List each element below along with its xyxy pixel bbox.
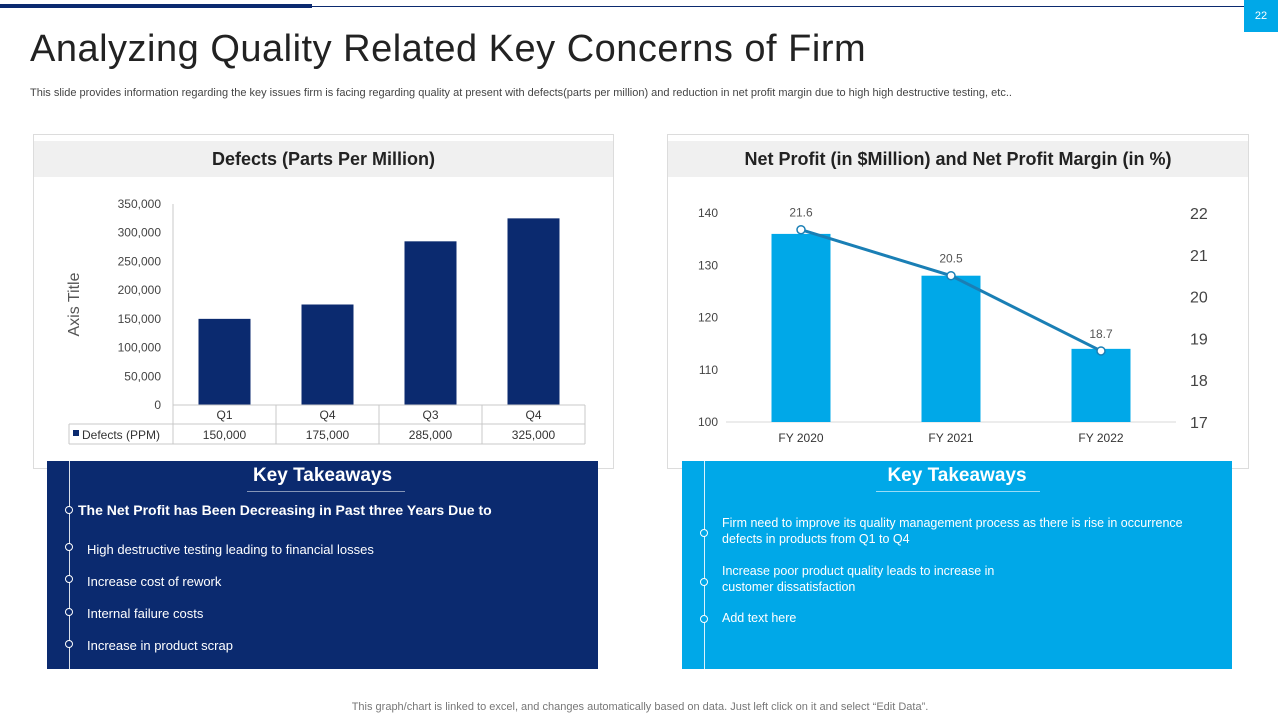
margin-marker [946,270,956,281]
timeline-dot [700,615,708,623]
legend-label: Defects (PPM) [82,428,160,442]
y-tick-label: 250,000 [118,254,162,268]
footer-note: This graph/chart is linked to excel, and… [351,701,929,713]
title-underline [247,491,405,492]
bar [301,304,354,405]
profit-bar [921,275,981,422]
x-category-label: Q3 [422,408,438,422]
x-category-label: FY 2020 [778,431,823,445]
bar [404,241,457,405]
title-underline [876,491,1040,492]
defects-bar-chart[interactable]: 0 50,000 100,000 150,000 200,000 250,000 300,0… [34,135,613,468]
margin-marker [1096,346,1106,356]
table-value: 285,000 [409,428,453,442]
margin-data-label: 18.7 [1089,327,1113,341]
key-takeaways-left: Key Takeaways The Net Profit has Been De… [47,461,598,669]
right-y-tick-label: 20 [1190,290,1208,307]
top-accent-bar [0,4,312,8]
x-category-label: Q4 [319,408,335,422]
right-y-tick-label: 21 [1190,248,1208,265]
page-number-badge: 22 [1244,0,1278,32]
table-value: 325,000 [512,428,556,442]
takeaway-item: High destructive testing leading to fina… [87,542,374,557]
takeaway-heading: The Net Profit has Been Decreasing in Pa… [78,502,492,518]
y-tick-label: 50,000 [124,369,161,383]
right-y-tick-label: 17 [1190,415,1208,432]
timeline-dot [65,543,73,551]
takeaway-item: Increase poor product quality leads to i… [722,564,995,594]
timeline-dot [700,529,708,537]
x-category-label: FY 2022 [1078,431,1123,445]
table-value: 175,000 [306,428,350,442]
right-y-tick-label: 18 [1190,373,1208,390]
takeaway-item: Internal failure costs [87,606,204,621]
margin-data-label: 21.6 [789,206,813,220]
timeline-dot [65,608,73,616]
legend-swatch [73,430,79,436]
takeaway-item: Increase cost of rework [87,574,222,589]
takeaway-item: Increase in product scrap [87,638,233,653]
left-y-tick-label: 110 [699,363,718,377]
y-tick-label: 300,000 [118,226,162,240]
timeline-line [69,461,70,669]
right-y-tick-label: 22 [1190,206,1208,223]
profit-chart-heading: Net Profit (in $Million) and Net Profit … [668,141,1248,177]
y-tick-label: 0 [154,398,161,412]
timeline-line [704,461,705,669]
key-takeaways-left-title: Key Takeaways [252,465,393,486]
key-takeaways-right: Key Takeaways Firm need to improve its q… [682,461,1232,669]
left-y-tick-label: 130 [698,258,718,272]
margin-marker [796,224,806,235]
y-tick-label: 200,000 [118,283,162,297]
takeaway-item: Add text here [722,611,797,625]
x-category-label: Q4 [525,408,541,422]
y-tick-label: 100,000 [118,341,162,355]
right-y-tick-label: 19 [1190,331,1208,348]
left-y-tick-label: 120 [698,311,718,325]
left-y-tick-label: 100 [698,415,718,429]
x-category-label: FY 2021 [928,431,973,445]
timeline-dot [65,640,73,648]
bar [507,218,560,405]
x-category-label: Q1 [216,408,232,422]
defects-chart-heading: Defects (Parts Per Million) [34,141,613,177]
timeline-dot [65,575,73,583]
margin-data-label: 20.5 [939,252,963,266]
defects-chart-panel[interactable]: Defects (Parts Per Million) 0 50,000 100,0… [33,134,614,469]
key-takeaways-right-title: Key Takeaways [887,465,1027,486]
profit-bar [771,233,831,422]
timeline-dot [65,506,73,514]
profit-chart-panel[interactable]: Net Profit (in $Million) and Net Profit … [667,134,1249,469]
y-tick-label: 350,000 [118,197,162,211]
profit-bar [1071,348,1131,422]
profit-combo-chart[interactable]: 100 110 120 130 140 17 18 19 20 21 22 FY 2020 FY 202… [668,135,1248,468]
table-value: 150,000 [203,428,247,442]
bar [198,318,251,405]
top-rule-line [312,6,1244,7]
left-y-tick-label: 140 [698,206,718,220]
page-subtitle: This slide provides information regardin… [30,87,1012,99]
y-axis-title: Axis Title [66,272,83,336]
timeline-dot [700,578,708,586]
page-title: Analyzing Quality Related Key Concerns o… [30,28,867,70]
takeaway-item: Firm need to improve its quality managem… [722,516,1183,546]
y-tick-label: 150,000 [118,312,162,326]
